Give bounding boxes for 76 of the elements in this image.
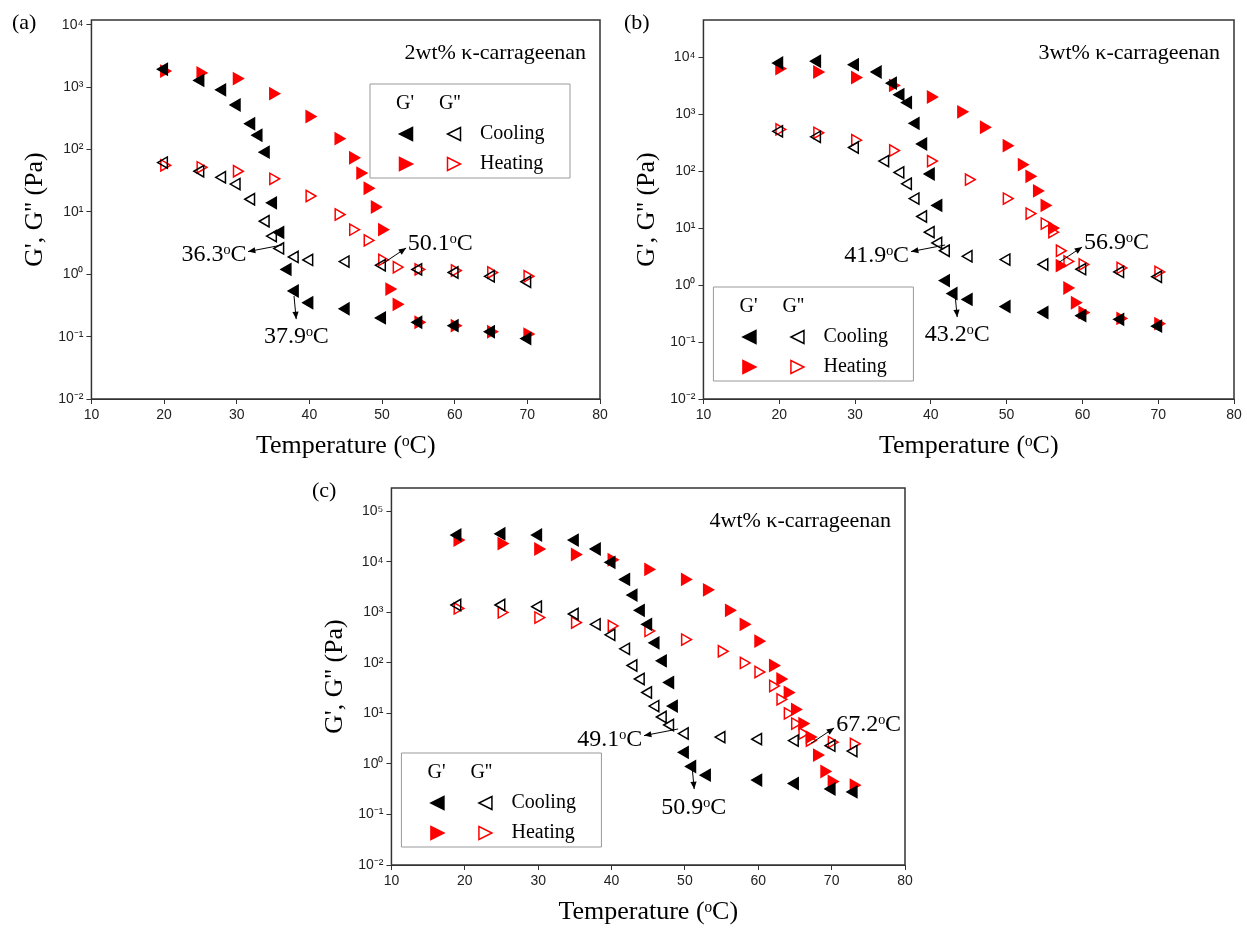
annotation: 49.1ᵒC	[577, 724, 643, 751]
y-tick-label: 10⁻¹	[58, 327, 84, 344]
x-tick-label: 60	[750, 872, 767, 889]
x-tick-label: 70	[823, 872, 840, 889]
y-axis-title: G', G'' (Pa)	[319, 619, 349, 734]
y-tick-label: 10¹	[675, 218, 696, 235]
annotation: 41.9ᵒC	[844, 241, 910, 268]
x-tick-label: 50	[677, 872, 693, 889]
y-tick-label: 10⁰	[362, 754, 384, 771]
y-tick-label: 10⁻¹	[670, 332, 696, 349]
legend-title: G' G''	[427, 760, 493, 783]
y-tick-label: 10¹	[363, 704, 384, 721]
x-axis-title: Temperature (ᵒC)	[255, 430, 436, 460]
x-tick-label: 10	[83, 406, 100, 423]
text: 3wt% κ-carrageenan	[1038, 38, 1220, 64]
y-tick-label: 10⁻²	[58, 389, 84, 406]
annotation: 43.2ᵒC	[924, 320, 990, 347]
x-tick-label: 60	[1074, 406, 1091, 423]
y-tick-label: 10⁴	[61, 15, 84, 32]
x-axis-title: Temperature (ᵒC)	[878, 430, 1059, 460]
y-tick-label: 10³	[675, 105, 696, 122]
y-tick-label: 10⁴	[361, 552, 384, 569]
text: (a)	[12, 8, 37, 34]
x-tick-label: 50	[998, 406, 1015, 423]
legend-title: G' G''	[739, 294, 805, 317]
y-tick-label: 10⁰	[674, 275, 696, 292]
y-axis-title: G', G'' (Pa)	[631, 152, 661, 267]
legend-label: Heating	[480, 151, 544, 175]
x-tick-label: 40	[301, 406, 318, 423]
text: (b)	[624, 8, 650, 34]
annotation: 56.9ᵒC	[1084, 228, 1149, 255]
x-tick-label: 20	[457, 872, 473, 889]
x-tick-label: 80	[1226, 406, 1242, 423]
legend-label: Cooling	[823, 324, 888, 348]
legend-label: Heating	[823, 354, 887, 378]
y-tick-label: 10⁴	[673, 48, 696, 65]
y-tick-label: 10⁻¹	[358, 805, 384, 822]
x-tick-label: 30	[530, 872, 547, 889]
x-tick-label: 40	[603, 872, 620, 889]
y-tick-label: 10³	[363, 603, 384, 620]
x-axis-title: Temperature (ᵒC)	[558, 896, 739, 926]
legend-title: G' G''	[396, 91, 461, 114]
annotation: 50.9ᵒC	[661, 792, 727, 819]
x-tick-label: 10	[695, 406, 712, 423]
legend-label: Heating	[511, 820, 575, 844]
y-tick-label: 10¹	[63, 202, 84, 219]
annotation: 37.9ᵒC	[263, 322, 329, 349]
y-tick-label: 10⁰	[62, 265, 84, 282]
text: 4wt% κ-carrageenan	[709, 506, 891, 532]
y-tick-label: 10²	[363, 653, 384, 670]
annotation: 36.3ᵒC	[181, 240, 247, 267]
x-tick-label: 80	[897, 872, 913, 889]
x-tick-label: 80	[592, 406, 608, 423]
x-tick-label: 20	[771, 406, 788, 423]
legend-label: Cooling	[480, 121, 545, 145]
x-tick-label: 70	[1150, 406, 1167, 423]
text: 2wt% κ-carrageenan	[404, 38, 586, 64]
x-tick-label: 70	[519, 406, 536, 423]
text: (c)	[312, 476, 337, 502]
y-tick-label: 10³	[63, 78, 84, 95]
x-tick-label: 60	[446, 406, 463, 423]
x-tick-label: 30	[847, 406, 864, 423]
x-tick-label: 10	[383, 872, 400, 889]
x-tick-label: 50	[374, 406, 391, 423]
y-tick-label: 10⁵	[362, 502, 384, 519]
y-tick-label: 10⁻²	[670, 389, 696, 406]
legend-label: Cooling	[511, 790, 576, 814]
x-tick-label: 40	[923, 406, 939, 423]
y-tick-label: 10²	[63, 140, 84, 157]
x-tick-label: 20	[156, 406, 173, 423]
x-tick-label: 30	[228, 406, 245, 423]
annotation: 67.2ᵒC	[836, 709, 902, 736]
y-axis-title: G', G'' (Pa)	[19, 152, 49, 267]
annotation: 50.1ᵒC	[407, 229, 473, 256]
y-tick-label: 10²	[675, 162, 696, 178]
y-tick-label: 10⁻²	[358, 855, 384, 872]
